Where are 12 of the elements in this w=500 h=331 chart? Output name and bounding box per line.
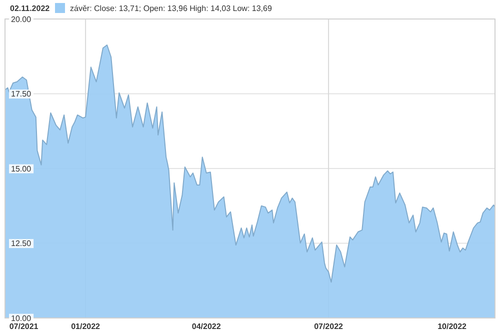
x-tick-label: 01/2022 (71, 322, 101, 331)
y-tick-label: 10.00 (11, 314, 32, 323)
y-tick-label: 17.50 (11, 90, 32, 99)
x-tick-label: 04/2022 (192, 322, 222, 331)
x-tick-label: 07/2022 (314, 322, 344, 331)
chart-title: 02.11.2022 (10, 4, 50, 13)
y-tick-label: 12.50 (11, 239, 32, 248)
legend-label: závěr: Close: 13,71; Open: 13,96 High: 14,03 Low: 13,69 (70, 4, 272, 13)
y-tick-label: 20.00 (11, 14, 32, 24)
y-tick-label: 15.00 (11, 164, 32, 174)
x-tick-label: 10/2022 (438, 322, 468, 331)
x-tick-label: 07/2021 (9, 322, 39, 331)
